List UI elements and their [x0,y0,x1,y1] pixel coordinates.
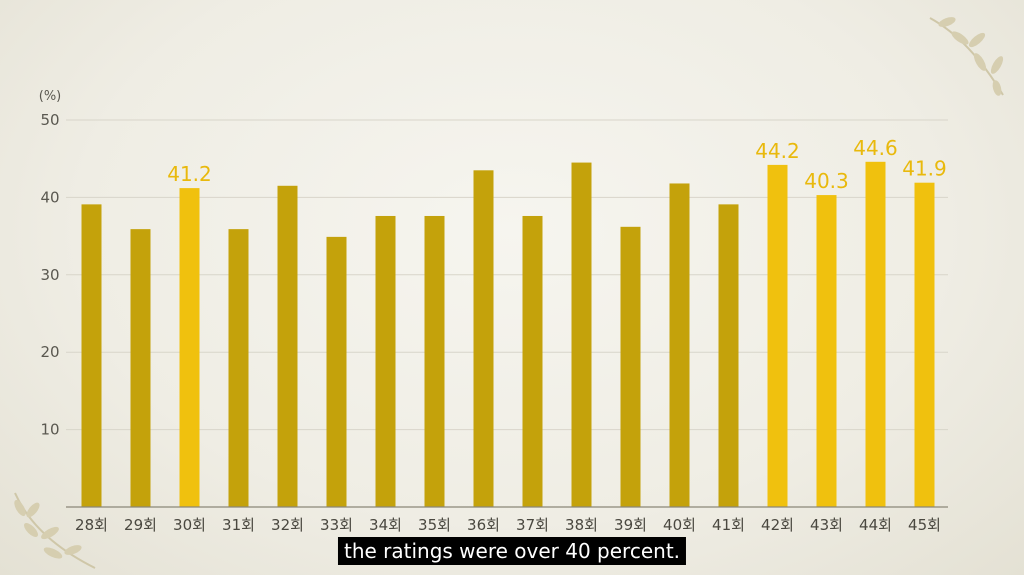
x-tick-label: 32회 [271,516,304,534]
data-label: 44.2 [755,139,800,163]
bar-40회 [669,183,690,507]
bar-29회 [130,229,151,507]
bar-31회 [228,229,249,507]
y-tick-label: 40 [40,188,59,206]
x-tick-label: 29회 [124,516,157,534]
bar-33회 [326,236,347,507]
data-label: 44.6 [853,136,898,160]
x-tick-label: 39회 [614,516,647,534]
bar-28회 [81,204,102,507]
x-tick-label: 34회 [369,516,402,534]
x-tick-label: 45회 [908,516,941,534]
gridlines [66,119,948,431]
bar-34회 [375,215,396,507]
x-tick-label: 30회 [173,516,206,534]
bar-37회 [522,215,543,507]
data-label: 41.9 [902,157,947,181]
bar-36회 [473,170,494,507]
bar-43회 [816,195,837,507]
data-labels: 41.2 44.240.344.641.9 [167,136,947,193]
bar-32회 [277,185,298,508]
leaf-sprig-top-right-icon [929,17,1004,96]
y-tick-label: 30 [40,266,59,284]
x-tick-label: 31회 [222,516,255,534]
bar-35회 [424,215,445,507]
x-tick-label: 33회 [320,516,353,534]
x-tick-label: 37회 [516,516,549,534]
bar-41회 [718,204,739,507]
bar-39회 [620,226,641,507]
x-tick-label: 43회 [810,516,843,534]
x-tick-label: 41회 [712,516,745,534]
x-tick-label: 35회 [418,516,451,534]
video-caption: the ratings were over 40 percent. [337,537,687,565]
x-tick-label: 38회 [565,516,598,534]
leaf-sprig-bottom-left-icon [14,492,96,569]
bar-42회 [767,164,788,507]
bar-45회 [914,182,935,507]
y-unit-label: (%) [39,89,62,104]
x-tick-label: 36회 [467,516,500,534]
x-tick-label: 40회 [663,516,696,534]
x-tick-label: 42회 [761,516,794,534]
bar-30회 [179,188,200,507]
bar-38회 [571,162,592,507]
x-tick-label: 28회 [75,516,108,534]
y-tick-label: 20 [40,343,59,361]
data-label: 40.3 [804,169,849,193]
y-axis-ticks: 10 20 30 40 50 [40,111,59,439]
y-tick-label: 50 [40,111,59,129]
x-axis-ticks: 28회 29회 30회 31회 32회 33회 34회 35회 36회 37회 38회 39회 40회 4… [75,516,941,534]
data-label: 41.2 [167,162,212,186]
bars [81,161,935,508]
bar-44회 [865,161,886,507]
y-tick-label: 10 [40,421,59,439]
x-tick-label: 44회 [859,516,892,534]
